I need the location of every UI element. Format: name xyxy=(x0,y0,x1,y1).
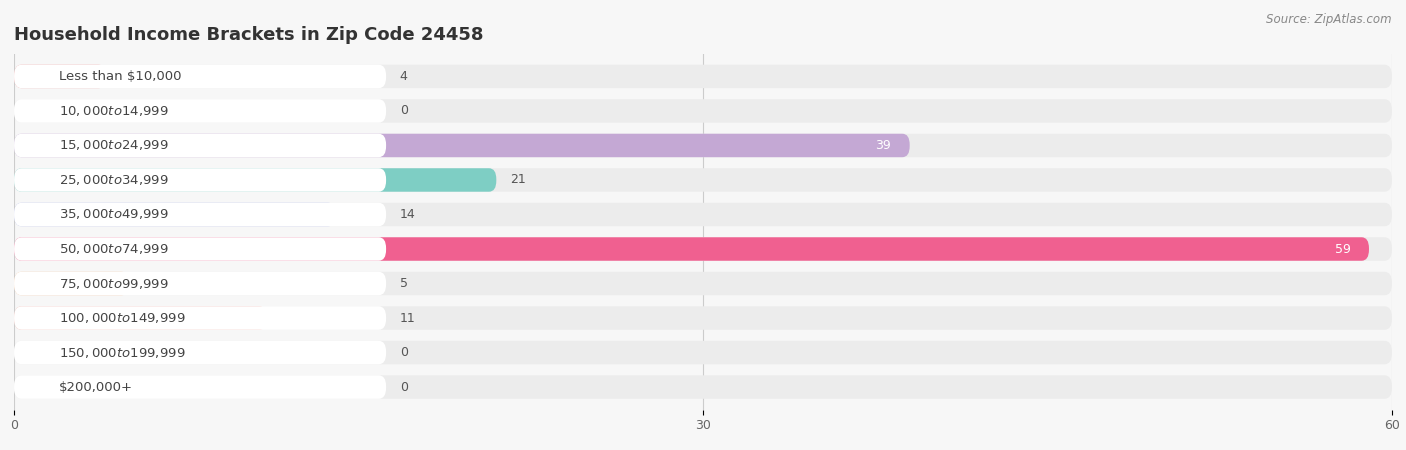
FancyBboxPatch shape xyxy=(14,341,1392,364)
FancyBboxPatch shape xyxy=(14,237,387,261)
Text: Household Income Brackets in Zip Code 24458: Household Income Brackets in Zip Code 24… xyxy=(14,26,484,44)
Text: 21: 21 xyxy=(510,174,526,186)
FancyBboxPatch shape xyxy=(14,203,387,226)
FancyBboxPatch shape xyxy=(14,65,1392,88)
FancyBboxPatch shape xyxy=(14,306,387,330)
FancyBboxPatch shape xyxy=(14,272,1392,295)
Text: Less than $10,000: Less than $10,000 xyxy=(59,70,181,83)
FancyBboxPatch shape xyxy=(14,168,496,192)
Text: 11: 11 xyxy=(399,311,416,324)
FancyBboxPatch shape xyxy=(14,306,267,330)
Text: 0: 0 xyxy=(399,104,408,117)
FancyBboxPatch shape xyxy=(14,203,336,226)
Text: $10,000 to $14,999: $10,000 to $14,999 xyxy=(59,104,169,118)
Text: 39: 39 xyxy=(876,139,891,152)
FancyBboxPatch shape xyxy=(14,99,387,123)
FancyBboxPatch shape xyxy=(14,168,1392,192)
Text: Source: ZipAtlas.com: Source: ZipAtlas.com xyxy=(1267,14,1392,27)
FancyBboxPatch shape xyxy=(14,134,910,157)
Text: 5: 5 xyxy=(399,277,408,290)
Text: $150,000 to $199,999: $150,000 to $199,999 xyxy=(59,346,186,360)
Text: 0: 0 xyxy=(399,346,408,359)
Text: 4: 4 xyxy=(399,70,408,83)
FancyBboxPatch shape xyxy=(14,65,387,88)
FancyBboxPatch shape xyxy=(14,375,1392,399)
FancyBboxPatch shape xyxy=(14,272,129,295)
FancyBboxPatch shape xyxy=(14,237,1369,261)
Text: $75,000 to $99,999: $75,000 to $99,999 xyxy=(59,276,169,291)
FancyBboxPatch shape xyxy=(14,65,105,88)
Text: $25,000 to $34,999: $25,000 to $34,999 xyxy=(59,173,169,187)
Text: $200,000+: $200,000+ xyxy=(59,381,132,394)
FancyBboxPatch shape xyxy=(14,168,387,192)
Text: 59: 59 xyxy=(1334,243,1351,256)
FancyBboxPatch shape xyxy=(14,203,1392,226)
Text: $15,000 to $24,999: $15,000 to $24,999 xyxy=(59,139,169,153)
FancyBboxPatch shape xyxy=(14,375,387,399)
Text: 14: 14 xyxy=(399,208,416,221)
FancyBboxPatch shape xyxy=(14,341,387,364)
FancyBboxPatch shape xyxy=(14,134,1392,157)
Text: 0: 0 xyxy=(399,381,408,394)
FancyBboxPatch shape xyxy=(14,99,1392,123)
Text: $35,000 to $49,999: $35,000 to $49,999 xyxy=(59,207,169,221)
Text: $50,000 to $74,999: $50,000 to $74,999 xyxy=(59,242,169,256)
Text: $100,000 to $149,999: $100,000 to $149,999 xyxy=(59,311,186,325)
FancyBboxPatch shape xyxy=(14,306,1392,330)
FancyBboxPatch shape xyxy=(14,134,387,157)
FancyBboxPatch shape xyxy=(14,272,387,295)
FancyBboxPatch shape xyxy=(14,237,1392,261)
